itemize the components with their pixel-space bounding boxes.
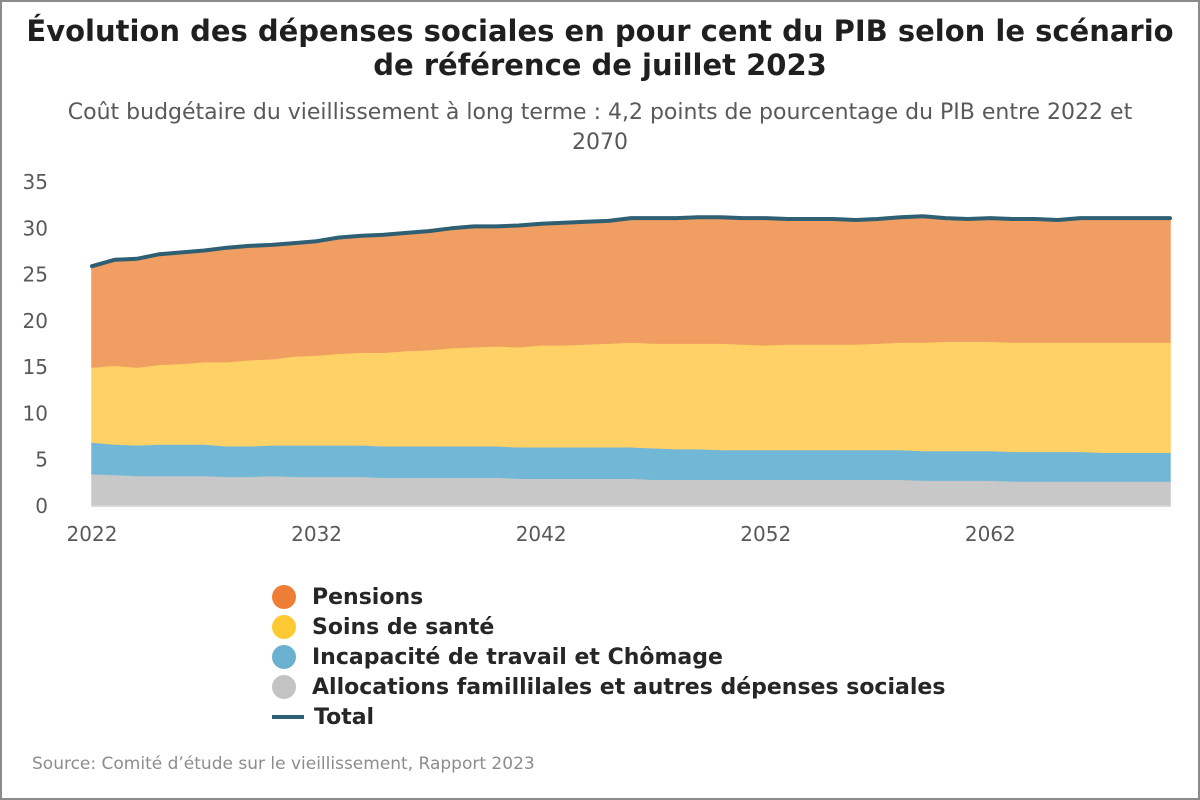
y-tick-label: 5 [35,448,48,472]
y-tick-label: 0 [35,494,48,518]
y-tick-label: 25 [23,263,48,287]
legend-label: Soins de santé [312,614,495,640]
y-tick-label: 30 [23,216,48,240]
area-layers [91,215,1171,507]
legend-label: Total [314,704,375,730]
y-tick-label: 20 [23,309,48,333]
legend-circle-swatch [272,585,296,609]
legend-label: Pensions [312,584,424,610]
x-tick-label: 2052 [740,522,791,546]
stacked-area-chart: 0 5 10 15 20 25 30 35 2022 2032 2042 2052 2062 [23,170,1172,546]
total-line-group [90,214,1172,269]
legend-item: Allocations famillilales et autres dépen… [272,672,945,702]
legend-item: Incapacité de travail et Chômage [272,642,945,672]
chart-title: Évolution des dépenses sociales en pour … [26,14,1174,82]
x-tick-label: 2062 [965,522,1016,546]
legend-label: Incapacité de travail et Chômage [312,644,723,670]
legend-label: Allocations famillilales et autres dépen… [312,674,946,700]
x-axis: 2022 2032 2042 2052 2062 [67,505,1170,546]
y-tick-label: 15 [23,355,48,379]
source-note: Source: Comité d’étude sur le vieillisse… [32,754,535,774]
y-tick-label: 10 [23,401,48,425]
legend: Pensions Soins de santé Incapacité de trav… [272,582,945,732]
x-tick-label: 2022 [67,522,118,546]
y-tick-label: 35 [23,170,48,194]
chart-subtitle: Coût budgétaire du vieillissement à long… [67,100,1133,155]
legend-line-swatch [272,715,304,719]
legend-circle-swatch [272,615,296,639]
x-tick-label: 2042 [516,522,567,546]
x-tick-label: 2032 [291,522,342,546]
legend-item: Pensions [272,582,945,612]
y-axis: 0 5 10 15 20 25 30 35 [23,170,48,518]
legend-item: Soins de santé [272,612,945,642]
legend-circle-swatch [272,675,296,699]
legend-item: Total [272,702,945,732]
total-line [90,214,1172,269]
legend-circle-swatch [272,645,296,669]
